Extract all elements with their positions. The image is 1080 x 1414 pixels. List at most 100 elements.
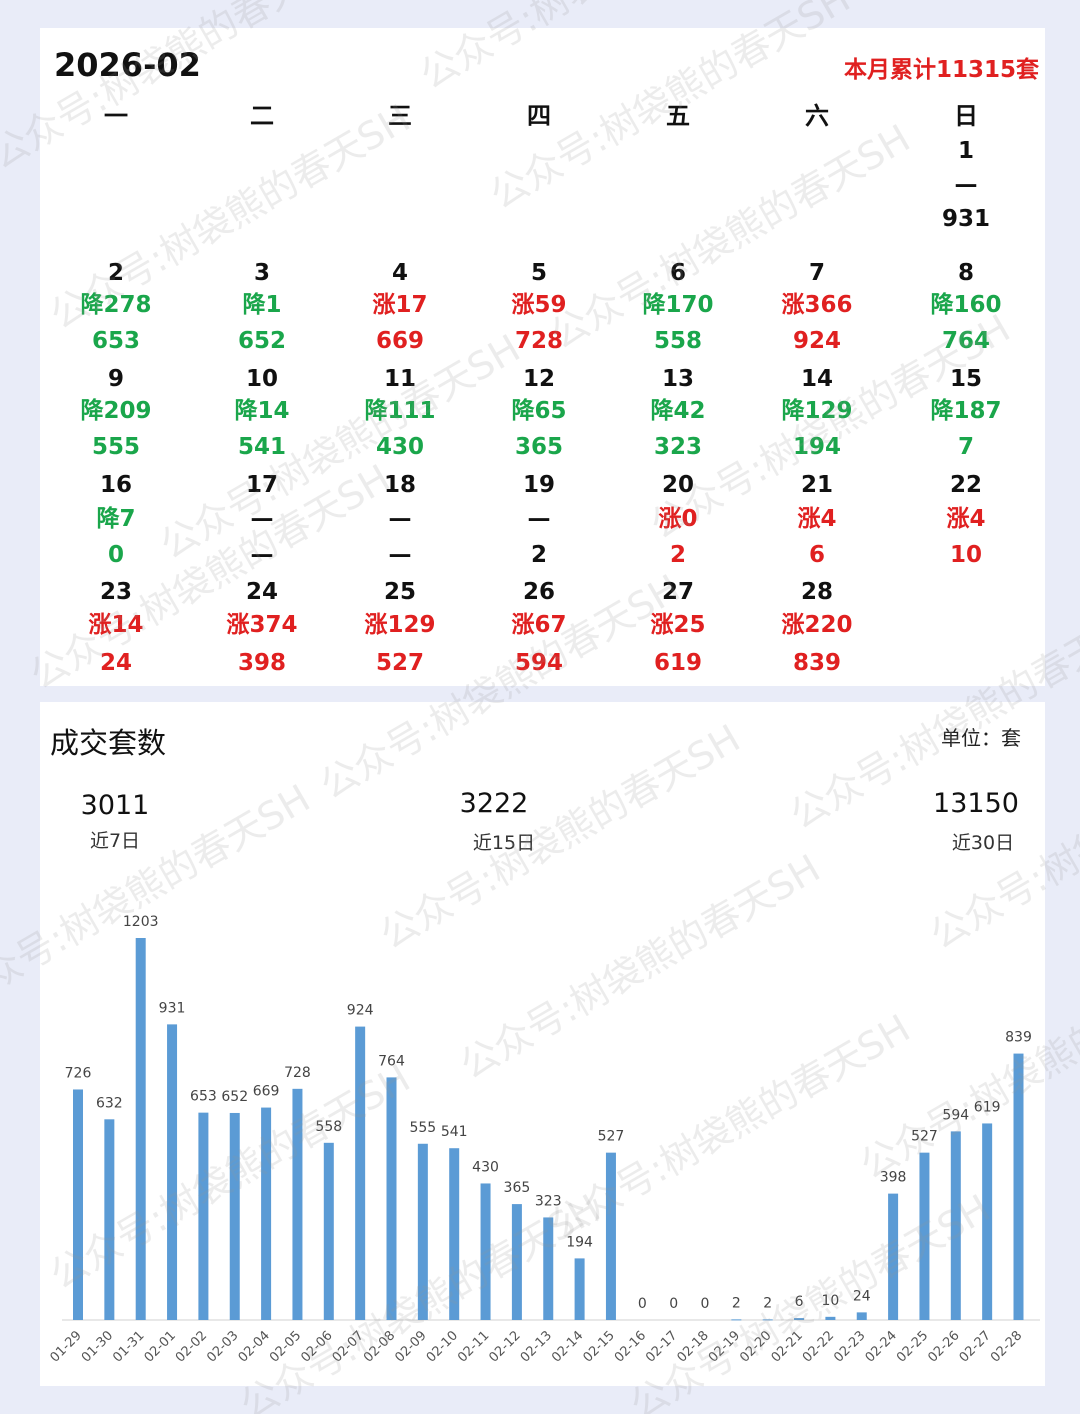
bar-01-31	[135, 938, 146, 1320]
stat-7d-value: 3011	[80, 790, 150, 821]
bar-value-label: 430	[472, 1159, 499, 1175]
calendar-day-change: 降170	[642, 292, 714, 318]
calendar-day-number: 19	[522, 472, 555, 498]
calendar-day-value: 555	[91, 434, 140, 460]
calendar-day-number: 10	[245, 366, 278, 392]
calendar-day-number: 17	[245, 472, 278, 498]
calendar-day-change: 涨129	[364, 612, 436, 638]
bar-value-label: 726	[65, 1065, 92, 1081]
calendar-day-value: —	[388, 542, 412, 568]
calendar-day-value: 365	[514, 434, 563, 460]
weekday-label: 三	[388, 102, 412, 130]
calendar-day-value: 652	[237, 328, 286, 354]
calendar-day-value: —	[250, 542, 274, 568]
bar-02-23	[856, 1312, 867, 1320]
calendar-day-number: 26	[522, 579, 555, 605]
calendar-title: 2026-02	[54, 46, 201, 84]
x-tick-label: 02-11	[455, 1328, 492, 1365]
calendar-day-value: 527	[375, 650, 424, 676]
x-tick-label: 02-21	[769, 1328, 806, 1365]
x-tick-label: 02-04	[236, 1328, 273, 1365]
calendar-day-change: 降14	[234, 398, 290, 424]
calendar-day-value: 764	[941, 328, 990, 354]
month-total: 本月累计11315套	[843, 57, 1039, 83]
bar-02-07	[355, 1026, 366, 1320]
calendar-day-number: 28	[800, 579, 833, 605]
bar-value-label: 365	[504, 1180, 531, 1196]
bar-02-15	[605, 1152, 616, 1320]
x-tick-label: 01-29	[48, 1328, 85, 1365]
calendar-day-number: 1	[957, 138, 974, 164]
calendar-day-value: 0	[107, 542, 124, 568]
bar-01-29	[73, 1089, 83, 1320]
calendar-day-number: 20	[661, 472, 694, 498]
bar-value-label: 558	[315, 1119, 342, 1135]
calendar-day-value: 839	[792, 650, 841, 676]
calendar-day-change: 涨17	[372, 292, 428, 318]
bar-value-label: 632	[96, 1095, 123, 1111]
calendar-day-value: 2	[669, 542, 686, 568]
calendar-day-number: 3	[253, 260, 270, 286]
bar-value-label: 619	[974, 1099, 1001, 1115]
calendar-day-number: 5	[530, 260, 547, 286]
calendar-day-value: 323	[653, 434, 702, 460]
calendar-day-change: 降187	[930, 398, 1002, 424]
calendar-day-number: 9	[107, 366, 124, 392]
bar-02-19	[731, 1319, 742, 1321]
calendar-day-change: 涨67	[511, 612, 567, 638]
calendar-day-number: 23	[99, 579, 132, 605]
bar-02-09	[417, 1143, 428, 1320]
stat-30d-label: 近30日	[951, 832, 1015, 854]
calendar-day-number: 13	[661, 366, 694, 392]
bar-02-20	[762, 1319, 773, 1321]
calendar-day-value: 653	[91, 328, 140, 354]
calendar-day-number: 7	[808, 260, 825, 286]
calendar-day-number: 12	[522, 366, 555, 392]
bar-value-label: 0	[669, 1296, 678, 1312]
calendar-day-change: 涨4	[797, 506, 837, 532]
bar-02-05	[292, 1088, 303, 1320]
calendar-day-change: 涨366	[781, 292, 853, 318]
calendar-day-change: 涨14	[88, 612, 144, 638]
bar-value-label: 398	[880, 1170, 907, 1186]
bar-value-label: 0	[701, 1296, 710, 1312]
bar-value-label: 6	[795, 1294, 804, 1310]
calendar-day-value: 728	[514, 328, 563, 354]
bar-value-label: 24	[853, 1288, 871, 1304]
bar-value-label: 555	[409, 1120, 436, 1136]
bar-value-label: 653	[190, 1089, 217, 1105]
calendar-day-value: 924	[792, 328, 841, 354]
x-tick-label: 02-09	[392, 1328, 429, 1365]
x-tick-label: 02-23	[831, 1328, 868, 1365]
weekday-label: 日	[954, 102, 978, 130]
bar-02-10	[449, 1148, 460, 1320]
x-tick-label: 02-20	[737, 1328, 774, 1365]
x-tick-label: 02-07	[330, 1328, 367, 1365]
calendar-day-value: 931	[941, 206, 990, 232]
bar-value-label: 194	[566, 1234, 593, 1250]
bar-02-27	[982, 1123, 993, 1320]
calendar-day-value: 10	[949, 542, 982, 568]
calendar-day-change: 降278	[80, 292, 152, 318]
bar-value-label: 10	[821, 1293, 839, 1309]
bar-value-label: 764	[378, 1053, 405, 1069]
calendar-day-number: 16	[99, 472, 132, 498]
x-tick-label: 02-10	[424, 1328, 461, 1365]
x-tick-label: 02-14	[549, 1328, 586, 1365]
bar-02-02	[198, 1112, 209, 1320]
x-tick-label: 02-03	[204, 1328, 241, 1365]
calendar-day-value: 7	[957, 434, 974, 460]
stat-15d-value: 3222	[459, 788, 529, 819]
x-tick-label: 01-30	[79, 1328, 116, 1365]
stat-15d-label: 近15日	[472, 832, 536, 854]
unit-label: 单位：套	[941, 726, 1021, 750]
bar-value-label: 594	[942, 1107, 969, 1123]
x-tick-label: 02-25	[894, 1328, 931, 1365]
bar-02-04	[261, 1107, 272, 1320]
chart-panel: 成交套数 单位：套 3011 近7日 3222 近15日 13150 近30日 …	[40, 702, 1045, 1386]
bar-chart: 726 01-29 632 01-30 1203 01-31 931 02-01 653 02-0…	[48, 914, 1040, 1366]
calendar-day-number: 27	[661, 579, 694, 605]
x-tick-label: 02-12	[486, 1328, 523, 1365]
weekday-label: 六	[805, 102, 829, 130]
calendar-day-value: 6	[808, 542, 825, 568]
